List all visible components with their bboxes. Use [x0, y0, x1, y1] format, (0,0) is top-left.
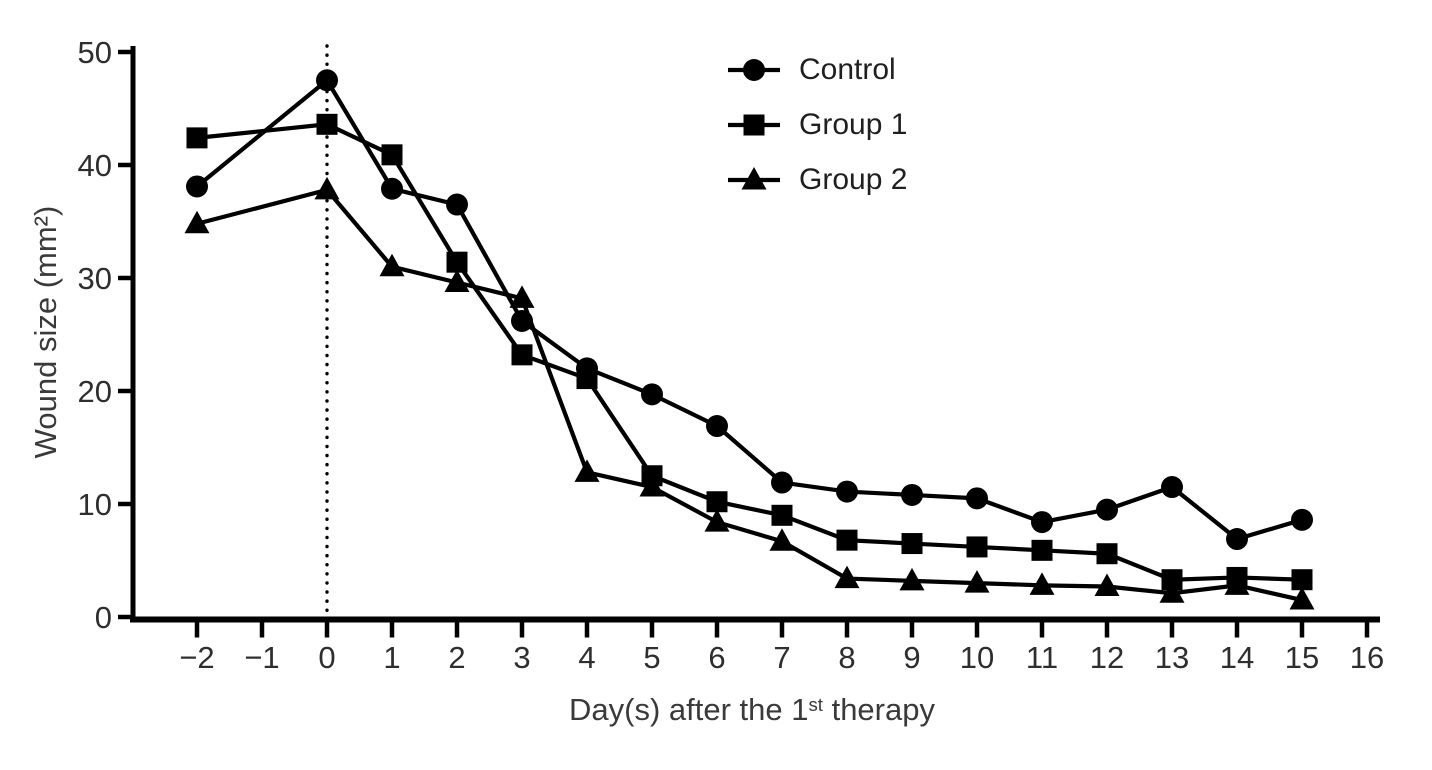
x-tick-label: 15: [1285, 640, 1319, 675]
square-marker-icon: [728, 114, 780, 136]
data-point-group-2: [509, 285, 535, 308]
data-point-control: [706, 415, 728, 438]
data-point-control: [446, 193, 468, 216]
data-point-group-1: [771, 504, 793, 526]
y-tick-label: 40: [78, 148, 112, 183]
x-axis-title: Day(s) after the 1st therapy: [552, 692, 952, 728]
legend-item-group-2: Group 2: [727, 164, 907, 196]
x-tick-label: 7: [773, 640, 790, 675]
data-point-control: [771, 471, 793, 494]
data-point-group-1: [1291, 569, 1313, 591]
y-tick-label: 0: [95, 600, 112, 635]
x-tick-label: −1: [244, 640, 279, 675]
data-point-control: [966, 487, 988, 510]
data-point-group-1: [836, 529, 858, 551]
x-tick-label: 3: [513, 640, 530, 675]
x-tick-label: 9: [903, 640, 920, 675]
data-point-group-1: [706, 491, 728, 513]
x-tick-label: 0: [318, 640, 335, 675]
data-point-control: [1096, 498, 1118, 521]
data-point-control: [836, 480, 858, 503]
data-point-group-2: [899, 567, 925, 591]
data-point-group-2: [1094, 573, 1120, 596]
y-tick-label: 20: [78, 374, 112, 409]
y-axis-title: Wound size (mm²): [28, 205, 63, 459]
x-axis-title-superscript: st: [808, 693, 823, 715]
series-line-group-2: [196, 187, 1303, 603]
x-axis-title-text: Day(s) after the 1: [569, 692, 809, 727]
data-point-group-2: [1224, 572, 1250, 595]
data-point-group-2: [184, 210, 210, 234]
x-tick-label: 2: [448, 640, 465, 675]
data-point-group-2: [639, 474, 665, 497]
x-tick-label: −2: [179, 640, 214, 675]
legend-marker: [743, 59, 765, 81]
legend-label: Group 1: [799, 108, 908, 141]
legend-item-group-1: Group 1: [727, 109, 907, 141]
data-point-group-2: [314, 176, 340, 200]
data-point-control: [1031, 511, 1053, 534]
x-tick-label: 12: [1090, 640, 1124, 675]
x-tick-label: 16: [1350, 640, 1384, 675]
x-tick-label: 8: [838, 640, 855, 675]
data-point-group-1: [446, 251, 468, 273]
data-point-group-2: [574, 459, 600, 482]
x-tick-label: 14: [1220, 640, 1254, 675]
data-point-group-1: [1096, 543, 1118, 565]
data-point-control: [901, 483, 923, 506]
circle-marker-icon: [728, 59, 780, 81]
data-point-group-2: [704, 509, 730, 532]
legend-label: Group 2: [799, 163, 908, 196]
y-tick-label: 30: [78, 261, 112, 296]
data-point-control: [381, 177, 403, 200]
x-tick-label: 13: [1155, 640, 1189, 675]
data-point-group-1: [316, 113, 338, 135]
triangle-marker-icon: [728, 167, 780, 190]
data-point-group-1: [1161, 569, 1183, 591]
x-tick-label: 5: [643, 640, 660, 675]
data-point-group-2: [769, 528, 795, 551]
data-point-group-2: [1029, 572, 1055, 595]
data-point-group-2: [964, 570, 990, 593]
data-point-group-2: [834, 565, 860, 589]
y-tick-label: 10: [78, 487, 112, 522]
data-point-control: [316, 69, 338, 92]
data-point-group-2: [1289, 587, 1315, 610]
legend-label: Control: [799, 53, 896, 86]
data-point-group-2: [1159, 580, 1185, 603]
data-point-group-2: [444, 269, 470, 293]
y-tick-label: 50: [78, 35, 112, 70]
legend-marker: [741, 167, 767, 190]
chart-legend: Control Group 1 Group 2: [727, 54, 907, 219]
data-point-group-1: [576, 368, 598, 390]
data-point-group-1: [511, 344, 533, 366]
data-point-group-1: [381, 144, 403, 166]
data-point-group-2: [379, 253, 405, 277]
data-point-group-1: [1031, 539, 1053, 561]
x-tick-label: 6: [708, 640, 725, 675]
data-point-group-1: [966, 536, 988, 558]
x-tick-label: 1: [383, 640, 400, 675]
data-point-control: [1291, 508, 1313, 531]
legend-item-control: Control: [727, 54, 907, 86]
data-point-control: [1161, 476, 1183, 499]
data-point-group-1: [901, 533, 923, 555]
data-point-control: [1226, 528, 1248, 551]
x-axis-title-suffix: therapy: [822, 692, 935, 727]
x-tick-label: 4: [578, 640, 595, 675]
data-point-group-1: [186, 127, 208, 149]
data-point-control: [641, 383, 663, 406]
x-tick-label: 11: [1026, 640, 1058, 675]
legend-marker: [743, 114, 765, 136]
x-tick-label: 10: [960, 640, 994, 675]
data-point-control: [186, 175, 208, 198]
